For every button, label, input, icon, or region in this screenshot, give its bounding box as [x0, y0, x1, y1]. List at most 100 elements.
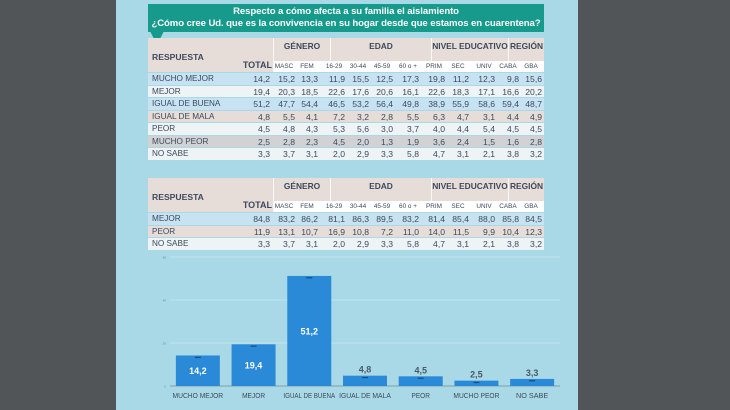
- data-label: 19,4: [245, 361, 263, 371]
- cell-value: 84,5: [525, 214, 542, 224]
- cell-value: 2,0: [333, 149, 345, 159]
- subheader-0: MASC: [274, 203, 294, 210]
- bar-cap-mark: [194, 356, 201, 358]
- cell-value: 4,5: [333, 136, 345, 147]
- cell-value: 4,1: [306, 111, 318, 122]
- cell-value: 84,8: [253, 214, 270, 224]
- cell-value: 13,1: [278, 226, 295, 237]
- table-header: RESPUESTA TOTAL GÉNERO EDAD NIVEL EDUCATIVO R…: [148, 178, 544, 212]
- cell-value: 86,3: [352, 214, 369, 224]
- row-label: MUCHO MEJOR: [152, 74, 214, 83]
- subheader-8: UNIV: [476, 63, 492, 70]
- table-row: PEOR 4,5 4,8 4,3 5,3 5,6 3,0 3,7 4,0 4,4 5,4 4,5 4,5: [148, 123, 544, 135]
- cell-value: 86,2: [301, 214, 318, 224]
- column-divider: [431, 38, 432, 72]
- bar-cap-mark: [250, 345, 257, 347]
- table-detailed: RESPUESTA TOTAL GÉNERO EDAD NIVEL EDUCATIVO R…: [148, 38, 544, 160]
- bar-cap-mark: [473, 381, 480, 384]
- bar-4: [398, 376, 443, 386]
- cell-value: 4,5: [258, 124, 270, 134]
- cell-value: 6,3: [433, 111, 445, 122]
- cell-value: 3,1: [306, 149, 318, 159]
- row-label: NO SABE: [152, 239, 189, 248]
- cell-value: 17,1: [478, 86, 495, 97]
- subheader-3: 30-44: [349, 63, 367, 70]
- cell-value: 2,8: [381, 111, 393, 122]
- cell-value: 3,2: [530, 149, 542, 159]
- cell-value: 1,5: [483, 136, 495, 147]
- cell-value: 83,2: [402, 214, 419, 224]
- cell-value: 81,4: [428, 214, 445, 224]
- cell-value: 22,6: [428, 86, 445, 97]
- cell-value: 2,1: [483, 239, 495, 249]
- header-line-2: ¿Cómo cree Ud. que es la convivencia en …: [151, 18, 541, 29]
- bar-cap-mark: [529, 380, 536, 382]
- bar-cap-mark: [306, 277, 313, 279]
- cell-value: 4,7: [433, 149, 445, 159]
- column-header-total: TOTAL: [242, 200, 272, 210]
- bar-1: [231, 344, 276, 386]
- cell-value: 89,5: [376, 214, 393, 224]
- x-tick-label: NO SABE: [516, 391, 548, 400]
- cell-value: 4,4: [507, 111, 519, 122]
- cell-value: 20,2: [525, 86, 542, 97]
- cell-value: 10,8: [352, 226, 369, 237]
- cell-value: 3,6: [433, 136, 445, 147]
- cell-value: 3,7: [407, 124, 419, 134]
- cell-value: 3,0: [381, 124, 393, 134]
- cell-value: 53,2: [352, 99, 369, 109]
- cell-value: 16,1: [402, 86, 419, 97]
- bar-cap-mark: [362, 376, 368, 379]
- row-label: PEOR: [152, 226, 176, 236]
- cell-value: 1,6: [507, 136, 519, 147]
- cell-value: 17,3: [402, 74, 419, 84]
- cell-value: 13,3: [301, 74, 318, 84]
- cell-value: 2,0: [333, 239, 345, 249]
- column-header-total: TOTAL: [242, 60, 272, 70]
- column-group-3: REGIÓN: [509, 41, 544, 51]
- subheader-2: 16-29: [325, 63, 343, 70]
- cell-value: 2,1: [483, 149, 495, 159]
- cell-value: 22,6: [328, 86, 345, 97]
- row-label: MEJOR: [152, 86, 181, 96]
- subheader-2: 16-29: [325, 203, 343, 210]
- column-group-0: GÉNERO: [283, 181, 321, 191]
- subheader-5: 60 o +: [399, 63, 417, 70]
- cell-value: 48,7: [525, 99, 542, 109]
- column-group-0: GÉNERO: [283, 41, 321, 51]
- cell-value: 4,4: [457, 124, 469, 134]
- table-header: RESPUESTA TOTAL GÉNERO EDAD NIVEL EDUCATIVO R…: [148, 38, 544, 72]
- data-label: 2,5: [470, 370, 483, 380]
- cell-value: 12,3: [525, 226, 542, 237]
- x-tick-label: IGUAL DE MALA: [339, 391, 391, 400]
- cell-value: 16,6: [502, 86, 519, 97]
- subheader-8: UNIV: [476, 203, 492, 210]
- cell-value: 54,4: [301, 99, 318, 109]
- cell-value: 2,9: [357, 239, 369, 249]
- cell-value: 4,8: [283, 124, 295, 134]
- cell-value: 5,6: [357, 124, 369, 134]
- subheader-strip: MASC FEM 16-29 30-44 45-59 60 o + PRIM SEC UNIV C…: [274, 201, 544, 212]
- y-tick-label: 40: [163, 299, 167, 303]
- x-tick-label: MEJOR: [242, 391, 265, 400]
- cell-value: 4,9: [530, 111, 542, 122]
- cell-value: 11,9: [328, 74, 345, 84]
- cell-value: 15,6: [525, 74, 542, 84]
- table-row: IGUAL DE BUENA 51,2 47,7 54,4 46,5 53,2 56,4 49…: [148, 98, 544, 110]
- cell-value: 47,7: [278, 99, 295, 109]
- subheader-9: CABA: [499, 203, 517, 210]
- cell-value: 7,2: [381, 226, 393, 237]
- table-row: IGUAL DE MALA 4,8 5,5 4,1 7,2 3,2 2,8 5,5 6,3 4,7…: [148, 110, 544, 122]
- cell-value: 16,9: [328, 226, 345, 237]
- x-tick-label: MUCHO MEJOR: [173, 391, 224, 400]
- subheader-5: 60 o +: [399, 203, 417, 210]
- cell-value: 5,4: [483, 124, 495, 134]
- cell-value: 5,3: [333, 124, 345, 134]
- cell-value: 2,4: [457, 136, 469, 147]
- cell-value: 5,5: [407, 111, 419, 122]
- cell-value: 85,8: [502, 214, 519, 224]
- cell-value: 2,3: [306, 136, 318, 147]
- table-row: MUCHO PEOR 2,5 2,8 2,3 4,5 2,0 1,3 1,9 3,6 2,4 1,5…: [148, 135, 544, 147]
- table-row: MEJOR 84,8 83,2 86,2 81,1 86,3 89,5 83,2 81,4 85,…: [148, 213, 544, 225]
- row-label: MEJOR: [152, 214, 181, 223]
